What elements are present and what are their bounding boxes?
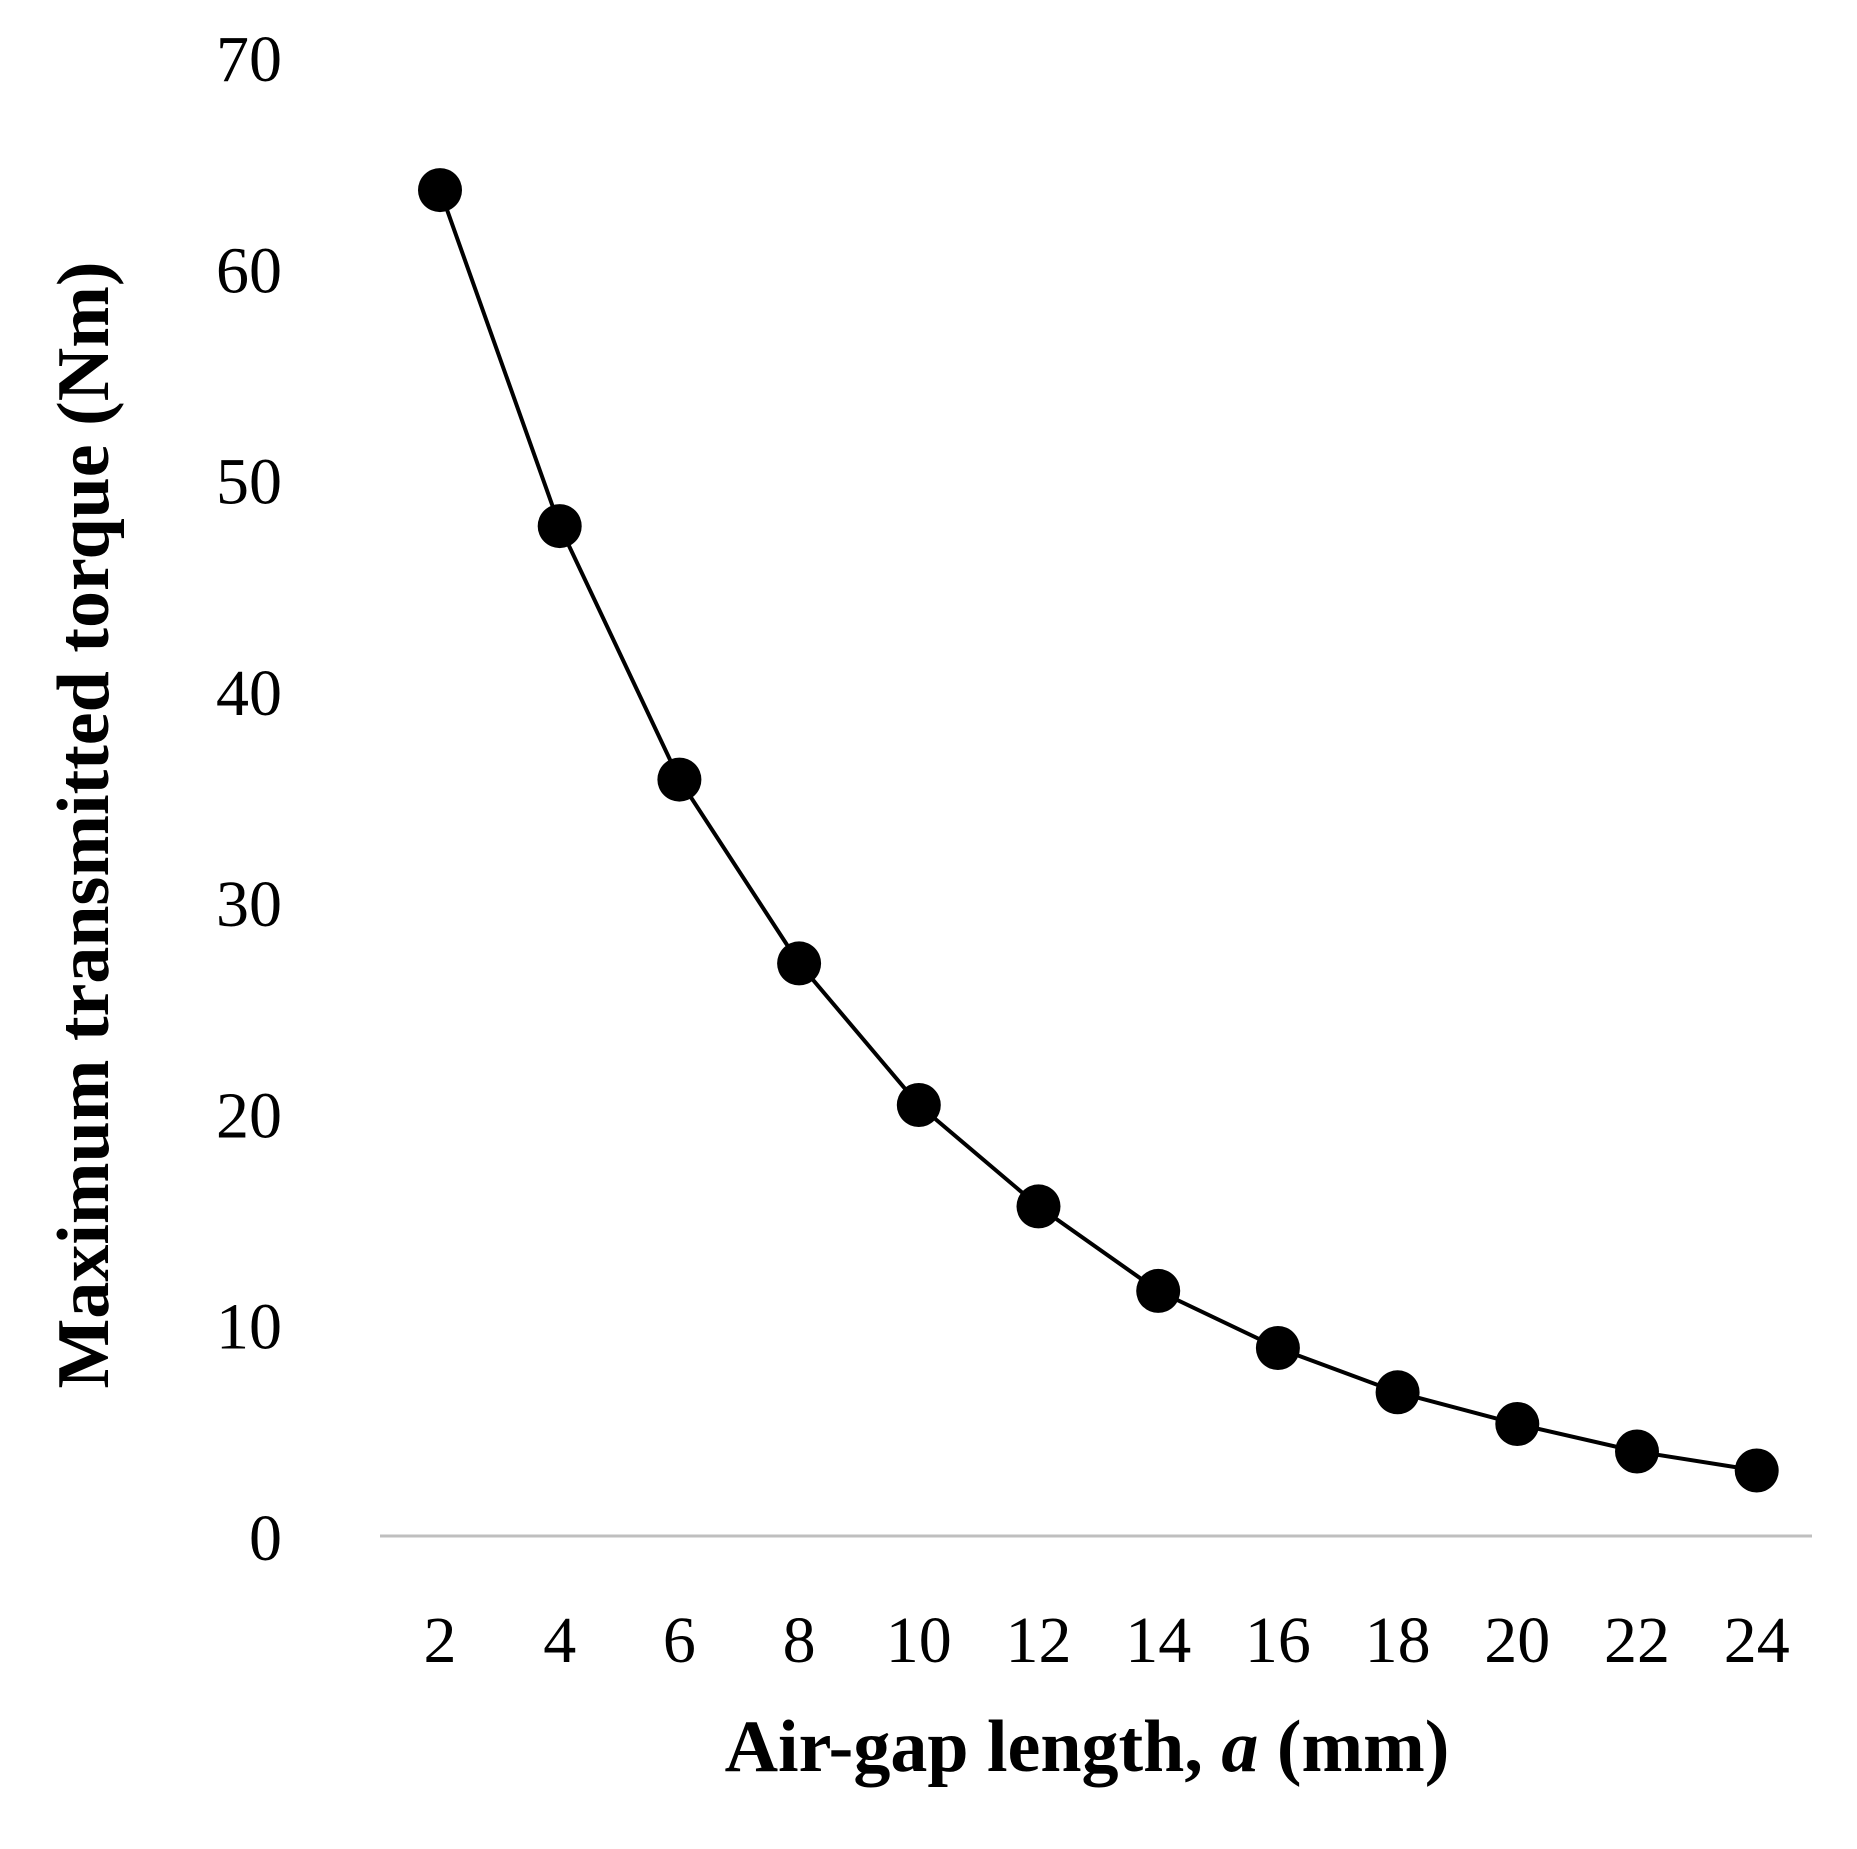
y-tick-label: 70: [216, 23, 282, 96]
y-tick-label: 20: [216, 1079, 282, 1152]
y-axis-ticks: 0 10 20 30 40 50 60 70: [216, 23, 282, 1575]
y-axis-title: Maximum transmitted torque (Nm): [43, 262, 125, 1389]
data-point: [1495, 1402, 1540, 1446]
x-tick-label: 2: [424, 1604, 457, 1677]
x-tick-label: 12: [1006, 1604, 1072, 1677]
y-tick-label: 30: [216, 868, 282, 941]
y-tick-label: 40: [216, 657, 282, 730]
x-axis-title-variable: a: [1221, 1706, 1258, 1788]
data-point: [1375, 1370, 1420, 1415]
data-points: [418, 168, 1779, 1493]
x-tick-label: 18: [1365, 1604, 1431, 1677]
x-axis-ticks: 2 4 6 8 10 12 14 16 18 20 22 24: [424, 1604, 1790, 1677]
data-point: [1255, 1326, 1300, 1370]
x-tick-label: 20: [1484, 1604, 1550, 1677]
x-tick-label: 24: [1724, 1604, 1790, 1677]
data-point: [1615, 1429, 1659, 1474]
x-tick-label: 14: [1125, 1604, 1191, 1677]
y-tick-label: 10: [216, 1291, 282, 1364]
y-tick-label: 50: [216, 446, 282, 519]
x-tick-label: 6: [663, 1604, 696, 1677]
x-axis-title-part: Air-gap length,: [725, 1706, 1222, 1788]
x-axis-title: Air-gap length, a (mm): [725, 1706, 1450, 1788]
x-axis-title-unit: (mm): [1258, 1706, 1449, 1788]
y-tick-label: 60: [216, 234, 282, 307]
series-line: [438, 189, 1758, 1473]
y-tick-label: 0: [249, 1502, 282, 1575]
x-tick-label: 8: [783, 1604, 816, 1677]
data-point: [1136, 1268, 1181, 1313]
x-tick-label: 4: [543, 1604, 576, 1677]
x-tick-label: 10: [886, 1604, 952, 1677]
data-point: [777, 941, 822, 986]
data-point: [896, 1083, 941, 1127]
data-point: [1734, 1448, 1779, 1493]
x-tick-label: 16: [1245, 1604, 1311, 1677]
x-tick-label: 22: [1604, 1604, 1670, 1677]
data-point: [537, 504, 582, 549]
data-point: [1016, 1184, 1061, 1229]
data-point: [418, 168, 462, 213]
data-point: [657, 757, 702, 802]
